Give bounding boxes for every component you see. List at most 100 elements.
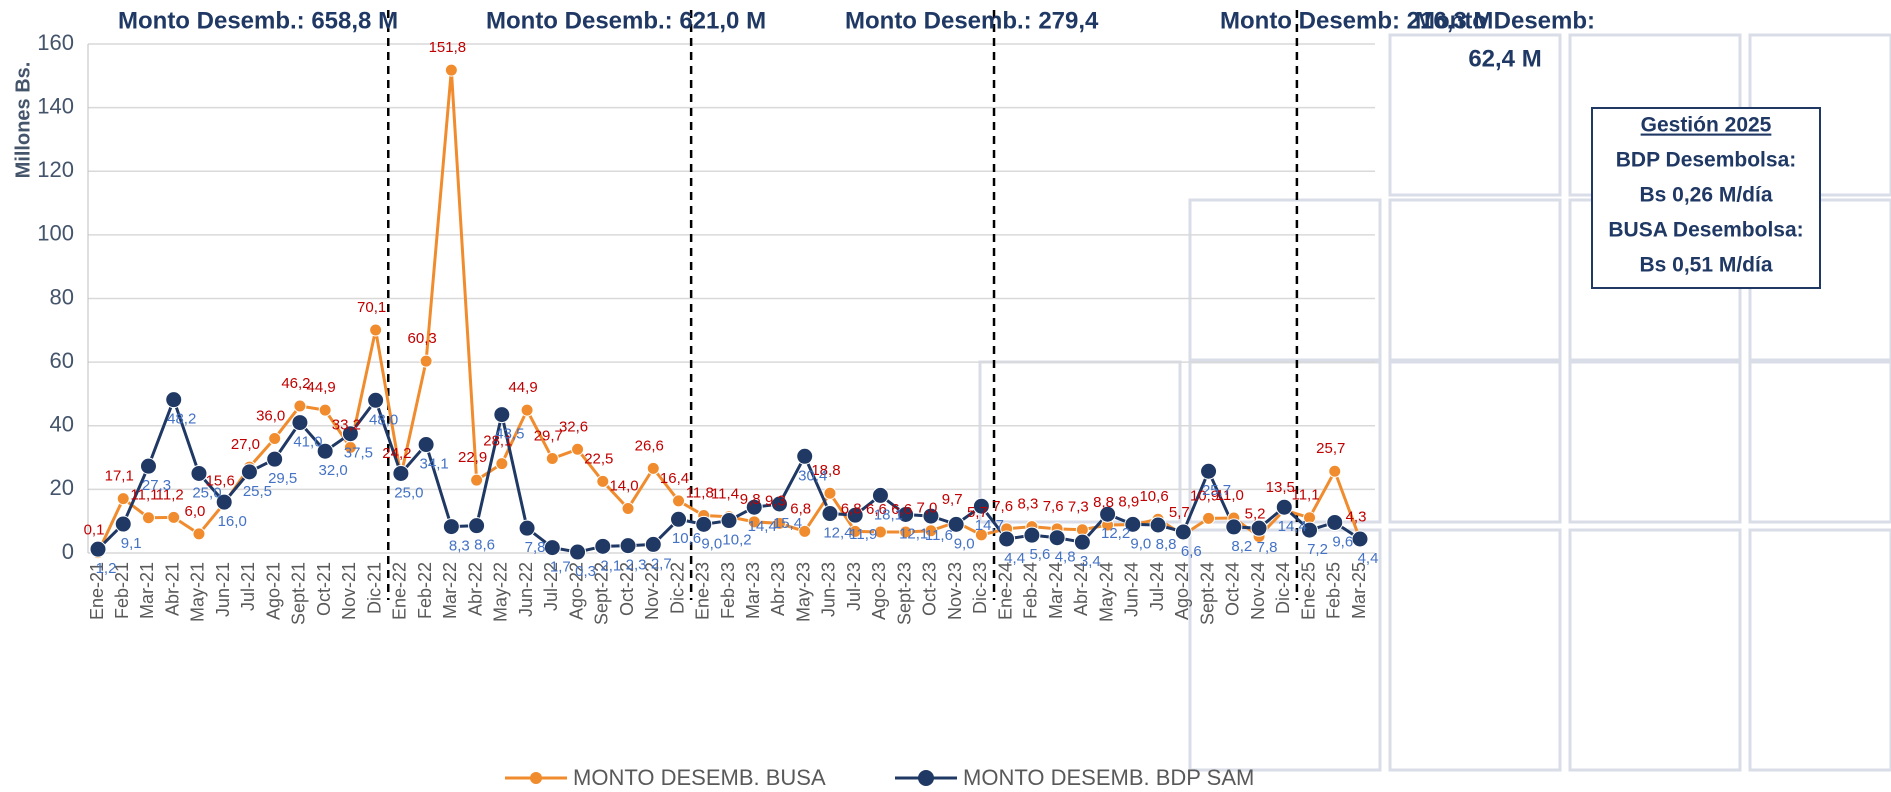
data-label: 11,8 bbox=[686, 484, 714, 501]
data-label: 11,1 bbox=[1291, 487, 1319, 504]
data-label: 2,7 bbox=[651, 555, 672, 572]
data-point bbox=[1326, 513, 1344, 531]
data-point bbox=[998, 530, 1016, 548]
x-tick-label: Feb-25 bbox=[1324, 562, 1344, 619]
x-tick-label: Sept-21 bbox=[289, 562, 309, 625]
data-label: 44,9 bbox=[307, 379, 336, 396]
data-point bbox=[873, 525, 887, 539]
data-label: 22,5 bbox=[584, 450, 613, 467]
info-box bbox=[1591, 107, 1821, 289]
data-point bbox=[594, 537, 612, 555]
x-tick-label: Ago-21 bbox=[263, 562, 283, 620]
data-point bbox=[114, 515, 132, 533]
data-label: 8,3 bbox=[449, 538, 470, 555]
data-point bbox=[367, 391, 385, 409]
data-point bbox=[871, 486, 889, 504]
data-label: 25,0 bbox=[192, 484, 221, 501]
data-point bbox=[468, 517, 486, 535]
data-label: 29,7 bbox=[534, 427, 563, 444]
x-tick-label: Sept-23 bbox=[894, 562, 914, 625]
data-label: 44,9 bbox=[508, 379, 537, 396]
x-tick-label: Oct-23 bbox=[920, 562, 940, 616]
x-tick-label: Abr-24 bbox=[1071, 562, 1091, 616]
data-point bbox=[644, 535, 662, 553]
data-label: 4,8 bbox=[1055, 549, 1076, 566]
data-point bbox=[417, 436, 435, 454]
data-point bbox=[596, 474, 610, 488]
y-tick-label: 120 bbox=[37, 157, 74, 182]
data-point bbox=[240, 463, 258, 481]
data-label: 14,4 bbox=[748, 518, 777, 535]
data-point bbox=[798, 524, 812, 538]
data-label: 25,0 bbox=[394, 484, 423, 501]
data-label: 5,7 bbox=[1169, 504, 1190, 521]
y-tick-label: 100 bbox=[37, 221, 74, 246]
data-point bbox=[520, 403, 534, 417]
data-label: 48,2 bbox=[167, 411, 196, 428]
data-label: 30,4 bbox=[798, 467, 827, 484]
data-point bbox=[495, 457, 509, 471]
x-tick-label: Feb-22 bbox=[415, 562, 435, 619]
data-point bbox=[444, 63, 458, 77]
data-point bbox=[974, 528, 988, 542]
data-label: 10,6 bbox=[1139, 488, 1168, 505]
data-point bbox=[947, 515, 965, 533]
data-label: 25,5 bbox=[243, 483, 272, 500]
data-point bbox=[745, 498, 763, 516]
data-point bbox=[1073, 533, 1091, 551]
data-point bbox=[848, 524, 862, 538]
data-label: 7,3 bbox=[1068, 499, 1089, 516]
y-tick-label: 80 bbox=[50, 284, 74, 309]
data-point bbox=[1351, 530, 1369, 548]
data-label: 11,2 bbox=[156, 486, 184, 503]
data-label: 9,1 bbox=[121, 535, 142, 552]
data-label: 0,1 bbox=[84, 522, 105, 539]
data-label: 12,1 bbox=[899, 525, 928, 542]
data-label: 25,7 bbox=[1316, 440, 1345, 457]
data-point bbox=[266, 450, 284, 468]
x-tick-label: Oct-22 bbox=[617, 562, 637, 616]
data-label: 2,1 bbox=[600, 557, 621, 574]
x-tick-label: Ago-23 bbox=[869, 562, 889, 620]
x-tick-label: Jun-23 bbox=[819, 562, 839, 617]
x-tick-label: Ene-21 bbox=[87, 562, 107, 620]
data-point bbox=[192, 527, 206, 541]
data-label: 9,0 bbox=[701, 535, 722, 552]
data-label: 8,6 bbox=[474, 537, 495, 554]
data-label: 32,0 bbox=[319, 462, 348, 479]
y-tick-label: 60 bbox=[50, 348, 74, 373]
info-line: BDP Desembolsa: bbox=[1616, 149, 1797, 172]
data-point bbox=[167, 510, 181, 524]
data-label: 11,9 bbox=[849, 526, 877, 543]
data-label: 1,2 bbox=[96, 560, 117, 577]
data-label: 70,1 bbox=[357, 299, 386, 316]
data-label: 15,6 bbox=[206, 472, 235, 489]
data-point bbox=[89, 540, 107, 558]
data-label: 16,0 bbox=[218, 513, 247, 530]
data-point bbox=[1174, 523, 1192, 541]
data-label: 6,6 bbox=[866, 501, 887, 518]
x-tick-label: Oct-24 bbox=[1223, 562, 1243, 616]
data-label: 14,0 bbox=[609, 477, 638, 494]
data-point bbox=[341, 425, 359, 443]
x-tick-label: Mar-22 bbox=[440, 562, 460, 619]
x-tick-label: Jul-23 bbox=[844, 562, 864, 611]
data-label: 28,1 bbox=[483, 433, 512, 450]
legend-label: MONTO DESEMB. BDP SAM bbox=[963, 765, 1254, 790]
y-tick-label: 20 bbox=[50, 475, 74, 500]
background-pattern bbox=[978, 33, 1891, 772]
data-label: 6,0 bbox=[185, 503, 206, 520]
section-total: Monto Desemb.: 621,0 M bbox=[486, 7, 766, 34]
data-point bbox=[470, 473, 484, 487]
data-label: 15,4 bbox=[773, 515, 802, 532]
x-tick-label: Feb-21 bbox=[112, 562, 132, 619]
data-point bbox=[770, 495, 788, 513]
section-total: Monto Desemb.: 279,4 bbox=[845, 7, 1099, 34]
data-label: 8,8 bbox=[1093, 494, 1114, 511]
data-label: 4,3 bbox=[1346, 508, 1367, 525]
x-tick-label: Jul-22 bbox=[541, 562, 561, 611]
data-point bbox=[619, 537, 637, 555]
x-tick-label: Oct-21 bbox=[314, 562, 334, 616]
data-point bbox=[165, 391, 183, 409]
